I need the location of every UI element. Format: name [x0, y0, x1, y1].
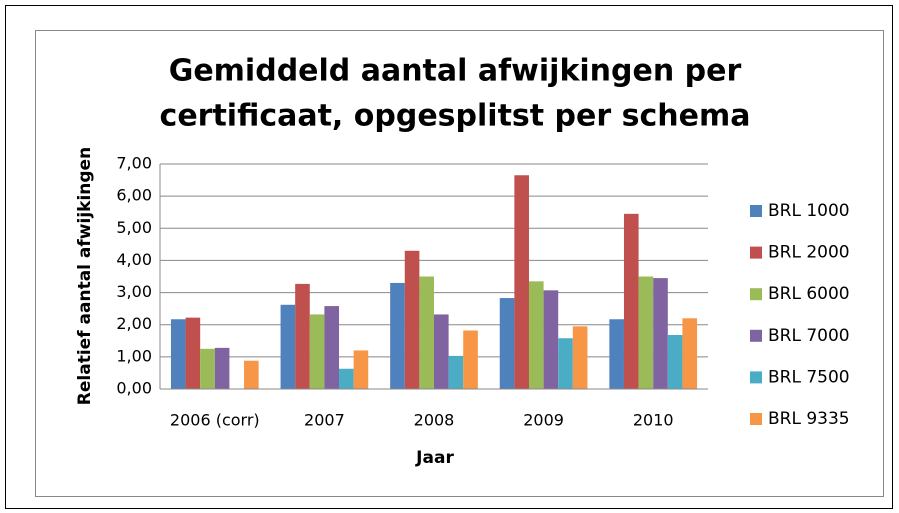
bar [463, 330, 478, 389]
legend-label: BRL 2000 [768, 243, 850, 263]
chart-title: certificaat, opgesplitst per schema [160, 99, 751, 134]
bar [200, 348, 215, 389]
y-tick-label: 6,00 [116, 186, 152, 205]
y-tick-label: 1,00 [116, 346, 152, 365]
bar [309, 314, 325, 389]
x-tick-label: 2007 [304, 411, 345, 430]
y-tick-label: 3,00 [116, 282, 152, 301]
legend-swatch [750, 288, 762, 301]
legend-swatch [750, 205, 762, 217]
y-tick-label: 0,00 [116, 379, 152, 398]
y-tick-label: 4,00 [116, 250, 152, 269]
legend-swatch [750, 329, 762, 342]
legend-label: BRL 7000 [768, 326, 850, 346]
legend-label: BRL 7500 [768, 367, 850, 387]
bar [448, 355, 464, 389]
bar [419, 276, 434, 389]
bar [609, 319, 624, 389]
chart-area [35, 30, 884, 497]
bar [353, 350, 369, 389]
bar [638, 276, 654, 389]
x-axis-title: Jaar [415, 448, 454, 468]
legend-swatch [750, 371, 762, 384]
y-axis-title: Relatief aantal afwijkingen [75, 147, 95, 405]
y-tick-label: 5,00 [116, 218, 152, 237]
legend-swatch [750, 413, 762, 425]
x-tick-label: 2009 [523, 411, 564, 430]
bar [499, 298, 515, 389]
bar [295, 283, 310, 389]
bar [185, 317, 201, 389]
y-tick-label: 2,00 [116, 314, 152, 333]
bar [653, 278, 668, 389]
x-tick-label: 2010 [633, 411, 674, 430]
bar [572, 326, 588, 389]
bar [558, 338, 573, 389]
bar [214, 347, 230, 389]
bar [543, 290, 559, 389]
x-tick-label: 2006 (corr) [170, 411, 260, 430]
bar [434, 314, 449, 389]
bar [390, 282, 405, 389]
bar [339, 368, 354, 389]
chart-title: Gemiddeld aantal afwijkingen per [169, 54, 742, 89]
bar [404, 250, 420, 389]
bar [244, 360, 259, 389]
bar [682, 318, 698, 389]
bar [170, 319, 186, 389]
bar [280, 304, 296, 389]
bar [514, 175, 529, 389]
bar [623, 213, 639, 389]
legend-label: BRL 1000 [768, 201, 850, 221]
bar [667, 335, 683, 389]
bar [324, 306, 340, 389]
x-tick-label: 2008 [414, 411, 455, 430]
legend-swatch [750, 246, 762, 259]
legend-label: BRL 6000 [768, 284, 850, 304]
bar [528, 281, 544, 389]
legend-label: BRL 9335 [768, 409, 850, 429]
y-tick-label: 7,00 [116, 154, 152, 173]
